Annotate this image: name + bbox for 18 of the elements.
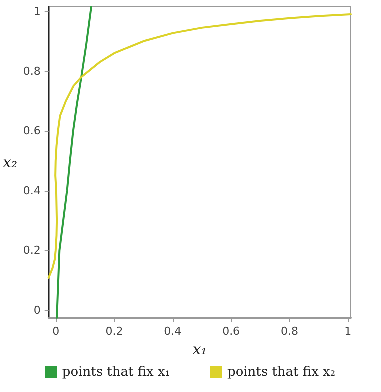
y-tick-label: 0.6 — [23, 124, 41, 138]
line-series — [48, 13, 352, 279]
legend-label: points that fix x₂ — [228, 365, 336, 380]
x-tick-label: 0.2 — [106, 325, 124, 338]
legend-label: points that fix x₁ — [62, 365, 171, 380]
y-tick-label: 0 — [34, 304, 41, 318]
y-tick-label: 0.2 — [23, 244, 41, 258]
y-tick-label: 0.4 — [23, 184, 41, 198]
x-tick-label: 0.6 — [222, 325, 240, 338]
line-series — [56, 6, 92, 319]
x-tick-label: 1 — [344, 325, 352, 338]
y-tick-label: 0.8 — [23, 64, 41, 78]
x-tick-label: 0.8 — [280, 325, 298, 338]
x-tick-label: 0 — [52, 325, 60, 338]
x-tick-label: 0.4 — [164, 325, 182, 338]
x-axis-title: x₁ — [192, 340, 208, 358]
y-axis-title: x₂ — [2, 154, 18, 172]
y-tick-label: 1 — [34, 4, 41, 18]
